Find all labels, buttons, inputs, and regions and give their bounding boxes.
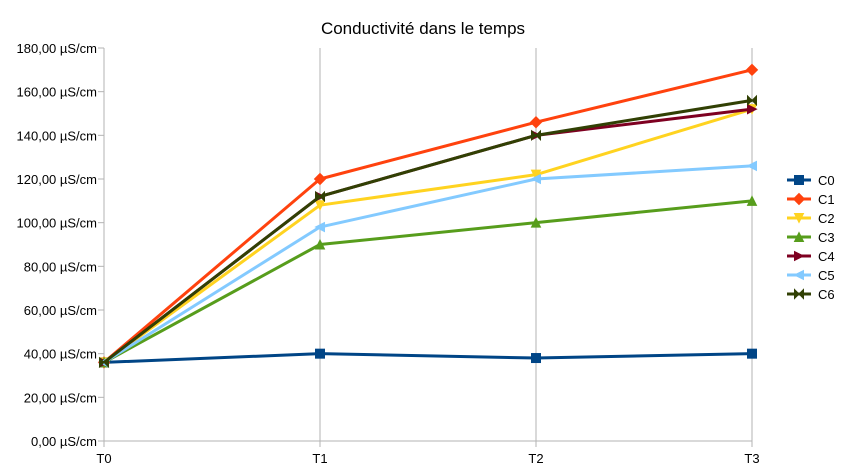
y-tick-label: 0,00 µS/cm — [31, 434, 97, 449]
y-tick-label: 160,00 µS/cm — [17, 85, 97, 100]
legend-item-c6: C6 — [787, 287, 835, 302]
series-c4 — [99, 103, 758, 368]
data-point — [315, 190, 325, 203]
series-line — [103, 199, 753, 364]
legend-label: C5 — [818, 268, 835, 283]
grid — [103, 48, 753, 441]
data-point — [746, 160, 757, 172]
data-point — [794, 250, 805, 262]
legend-label: C3 — [818, 230, 835, 245]
legend-label: C1 — [818, 192, 835, 207]
data-point — [747, 94, 757, 107]
data-point — [314, 200, 326, 211]
data-point — [793, 231, 805, 242]
series-line — [103, 98, 753, 364]
data-point — [314, 221, 325, 233]
data-point — [746, 195, 758, 206]
data-point — [792, 192, 806, 206]
data-point — [315, 348, 325, 359]
y-tick-label: 20,00 µS/cm — [24, 390, 97, 405]
data-point — [531, 353, 541, 364]
x-tick-label: T2 — [528, 451, 543, 466]
series-group — [97, 63, 759, 369]
y-tick-label: 80,00 µS/cm — [24, 259, 97, 274]
data-point — [793, 269, 804, 281]
data-point — [529, 116, 543, 129]
data-point — [794, 288, 804, 300]
legend-item-c1: C1 — [787, 192, 835, 207]
data-point — [531, 129, 541, 142]
series-c1 — [97, 63, 759, 369]
axes: 0,00 µS/cm 20,00 µS/cm 40,00 µS/cm 60,00 µS… — [17, 41, 760, 466]
y-tick-label: 140,00 µS/cm — [17, 128, 97, 143]
legend-item-c0: C0 — [787, 173, 835, 188]
legend-label: C6 — [818, 287, 835, 302]
x-tick-label: T0 — [96, 451, 111, 466]
data-point — [530, 217, 542, 228]
y-tick-label: 180,00 µS/cm — [17, 41, 97, 56]
legend-label: C2 — [818, 211, 835, 226]
series-c2 — [98, 104, 758, 369]
series-line — [103, 107, 753, 364]
legend-item-c2: C2 — [787, 211, 835, 226]
legend-label: C4 — [818, 249, 835, 264]
y-tick-label: 100,00 µS/cm — [17, 216, 97, 231]
legend-item-c4: C4 — [787, 249, 835, 264]
x-tick-label: T1 — [312, 451, 327, 466]
chart-title: Conductivité dans le temps — [321, 19, 525, 38]
data-point — [99, 356, 109, 369]
legend-item-c5: C5 — [787, 268, 835, 283]
y-tick-label: 60,00 µS/cm — [24, 303, 97, 318]
y-tick-label: 40,00 µS/cm — [24, 347, 97, 362]
data-point — [793, 213, 805, 224]
series-c0 — [99, 348, 757, 368]
x-tick-label: T3 — [744, 451, 759, 466]
series-line — [103, 68, 753, 364]
data-point — [794, 175, 804, 185]
data-point — [313, 172, 327, 186]
data-point — [530, 173, 541, 185]
series-line — [103, 107, 753, 364]
data-point — [530, 169, 542, 181]
series-c6 — [99, 94, 757, 369]
legend-label: C0 — [818, 173, 835, 188]
data-point — [745, 63, 759, 77]
data-point — [314, 238, 326, 250]
legend-item-c3: C3 — [787, 230, 835, 245]
y-tick-label: 120,00 µS/cm — [17, 172, 97, 187]
legend: C0 C1 C2 C3 C4 C5 C6 — [787, 173, 835, 302]
data-point — [747, 103, 758, 115]
series-line — [103, 352, 753, 364]
series-line — [103, 164, 753, 364]
series-c5 — [98, 160, 757, 368]
data-point — [747, 348, 757, 359]
